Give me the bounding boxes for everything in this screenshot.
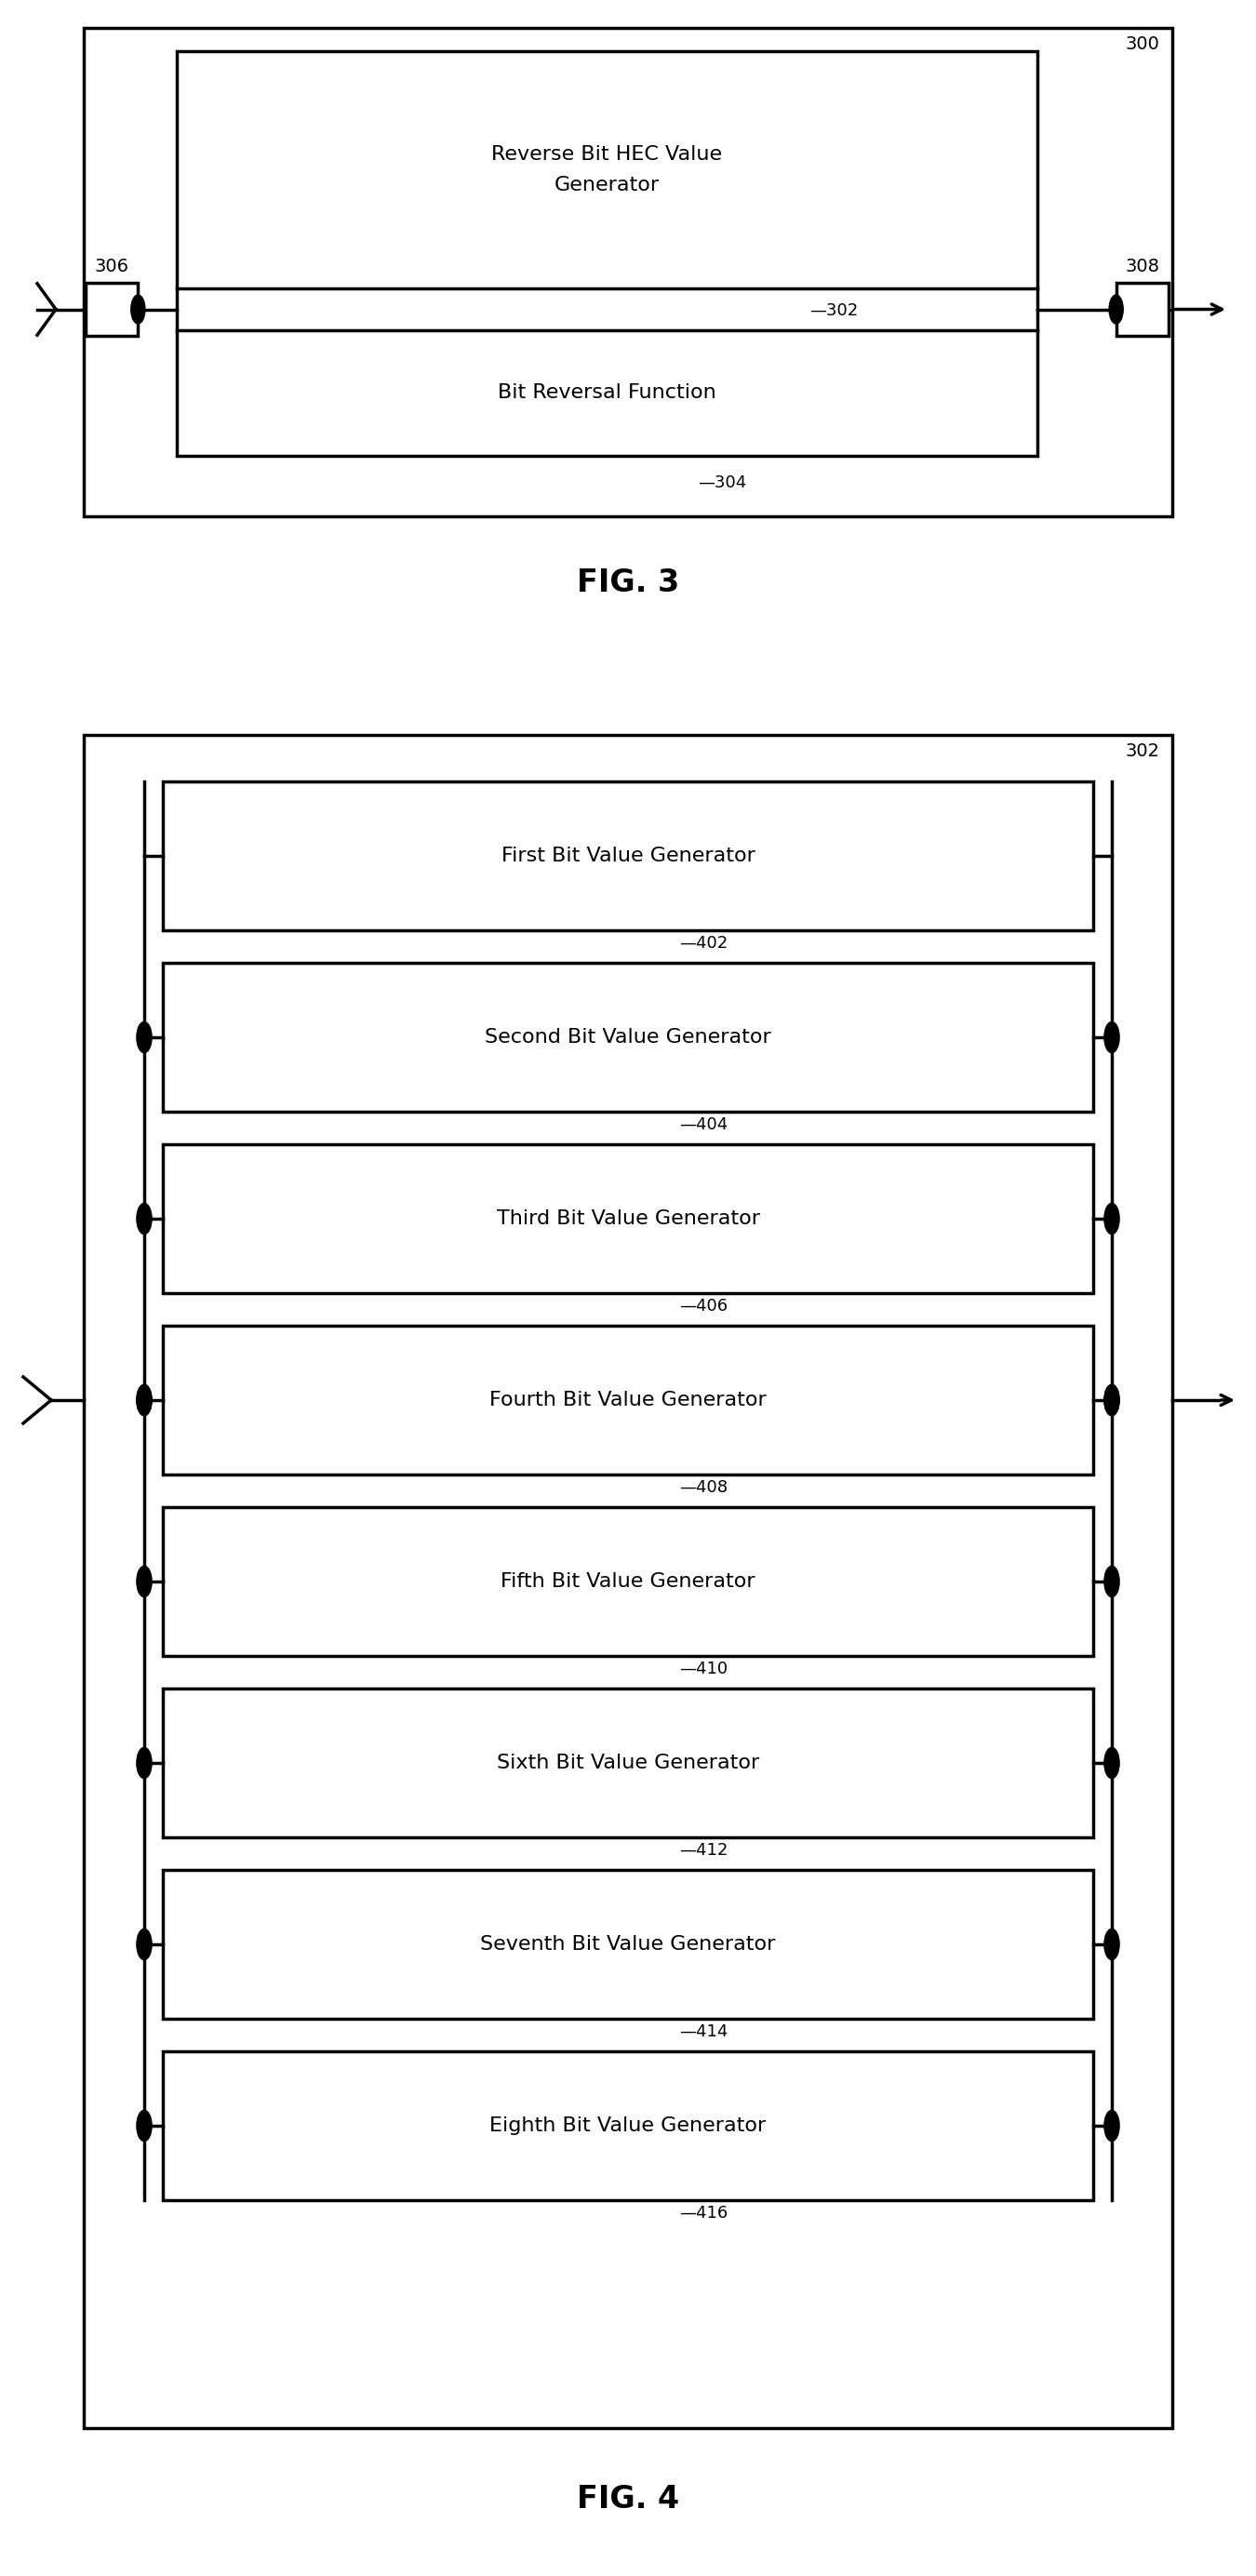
- Text: 300: 300: [1125, 36, 1159, 54]
- Circle shape: [137, 1023, 152, 1054]
- Text: —402: —402: [679, 935, 727, 951]
- Circle shape: [1104, 1023, 1119, 1054]
- Circle shape: [1104, 1747, 1119, 1777]
- Bar: [163, 1687, 1093, 1837]
- Circle shape: [1104, 1566, 1119, 1597]
- Bar: [163, 1327, 1093, 1473]
- Text: Bit Reversal Function: Bit Reversal Function: [497, 384, 716, 402]
- Circle shape: [137, 1203, 152, 1234]
- Bar: [85, 283, 138, 335]
- Text: —410: —410: [679, 1662, 727, 1677]
- Bar: [177, 52, 1037, 289]
- Circle shape: [131, 294, 144, 325]
- Text: Reverse Bit HEC Value
Generator: Reverse Bit HEC Value Generator: [491, 144, 722, 193]
- Text: 308: 308: [1125, 258, 1159, 276]
- Circle shape: [137, 1929, 152, 1960]
- Circle shape: [1104, 2110, 1119, 2141]
- Text: 302: 302: [1125, 742, 1159, 760]
- Text: —304: —304: [698, 474, 746, 492]
- Text: —414: —414: [679, 2022, 728, 2040]
- Bar: [163, 1870, 1093, 2020]
- Text: First Bit Value Generator: First Bit Value Generator: [501, 848, 755, 866]
- Circle shape: [137, 1747, 152, 1777]
- Text: —404: —404: [679, 1115, 727, 1133]
- Bar: [84, 734, 1172, 2429]
- Text: —412: —412: [679, 1842, 728, 1860]
- Circle shape: [137, 1386, 152, 1417]
- Text: Second Bit Value Generator: Second Bit Value Generator: [485, 1028, 771, 1046]
- Text: Third Bit Value Generator: Third Bit Value Generator: [496, 1208, 760, 1229]
- Circle shape: [1109, 294, 1123, 325]
- Circle shape: [1104, 1386, 1119, 1417]
- Circle shape: [137, 1566, 152, 1597]
- Text: —406: —406: [679, 1298, 727, 1314]
- Circle shape: [1104, 1386, 1119, 1417]
- Text: —416: —416: [679, 2205, 727, 2221]
- Circle shape: [1104, 1929, 1119, 1960]
- Bar: [177, 330, 1037, 456]
- Bar: [163, 1144, 1093, 1293]
- Text: Fifth Bit Value Generator: Fifth Bit Value Generator: [501, 1571, 755, 1592]
- Text: Fourth Bit Value Generator: Fourth Bit Value Generator: [490, 1391, 766, 1409]
- Bar: [163, 781, 1093, 930]
- Bar: [163, 1507, 1093, 1656]
- Circle shape: [137, 2110, 152, 2141]
- Text: 306: 306: [94, 258, 129, 276]
- Bar: [163, 2050, 1093, 2200]
- Circle shape: [1104, 1203, 1119, 1234]
- Text: Seventh Bit Value Generator: Seventh Bit Value Generator: [480, 1935, 776, 1953]
- Text: —302: —302: [809, 301, 858, 319]
- Bar: [163, 963, 1093, 1113]
- Text: Eighth Bit Value Generator: Eighth Bit Value Generator: [490, 2117, 766, 2136]
- Text: —408: —408: [679, 1479, 727, 1497]
- Text: FIG. 4: FIG. 4: [577, 2483, 679, 2514]
- Text: Sixth Bit Value Generator: Sixth Bit Value Generator: [496, 1754, 760, 1772]
- Text: FIG. 3: FIG. 3: [577, 567, 679, 598]
- Circle shape: [137, 1386, 152, 1417]
- Bar: [1117, 283, 1169, 335]
- Bar: [84, 28, 1172, 515]
